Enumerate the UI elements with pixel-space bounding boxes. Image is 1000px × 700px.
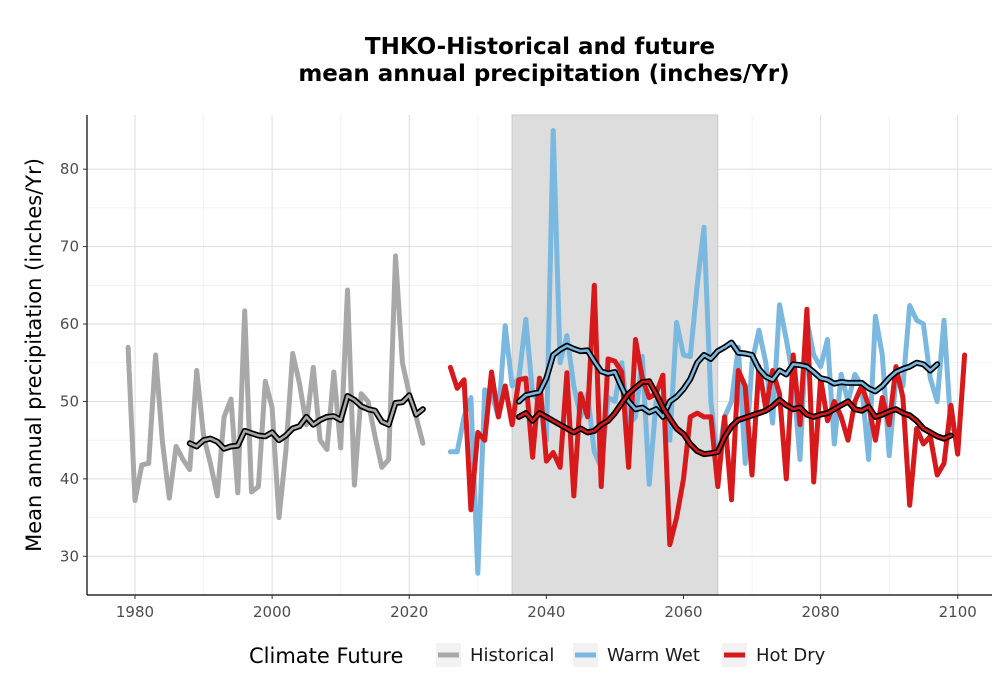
y-tick-label-2: 50 <box>60 392 79 410</box>
smooth-line-hot-dry <box>517 379 953 456</box>
tick-labels: 30 40 50 60 70 80 1980 2000 2020 2040 2060 2080 2100 <box>60 160 977 621</box>
series-layer <box>125 128 968 576</box>
x-tick-label-3: 2040 <box>527 603 565 621</box>
y-axis-title: Mean annual precipitation (inches/Yr) <box>22 158 46 552</box>
y-tick-label-1: 40 <box>60 470 79 488</box>
x-tick-label-2: 2020 <box>390 603 428 621</box>
chart-title-line-2: mean annual precipitation (inches/Yr) <box>298 61 789 87</box>
x-tick-label-0: 1980 <box>116 603 154 621</box>
x-tick-label-6: 2100 <box>939 603 977 621</box>
chart-title-line-1: THKO-Historical and future <box>365 34 715 60</box>
y-tick-label-4: 70 <box>60 238 79 256</box>
x-tick-label-4: 2060 <box>664 603 702 621</box>
x-tick-label-5: 2080 <box>802 603 840 621</box>
smooth-line-warm-wet <box>517 341 939 419</box>
y-tick-label-3: 60 <box>60 315 79 333</box>
smooth-line-historical <box>188 393 425 451</box>
legend-label-warm-wet: Warm Wet <box>607 645 700 666</box>
legend-title: Climate Future <box>249 644 403 668</box>
axes <box>83 115 992 599</box>
y-tick-label-5: 80 <box>60 160 79 178</box>
y-tick-label-0: 30 <box>60 547 79 565</box>
legend-label-historical: Historical <box>470 645 554 666</box>
x-tick-label-1: 2000 <box>253 603 291 621</box>
legend-label-hot-dry: Hot Dry <box>756 645 826 666</box>
legend: Climate Future Historical Warm Wet Hot Dry <box>249 643 826 668</box>
series-line-historical <box>125 253 426 521</box>
